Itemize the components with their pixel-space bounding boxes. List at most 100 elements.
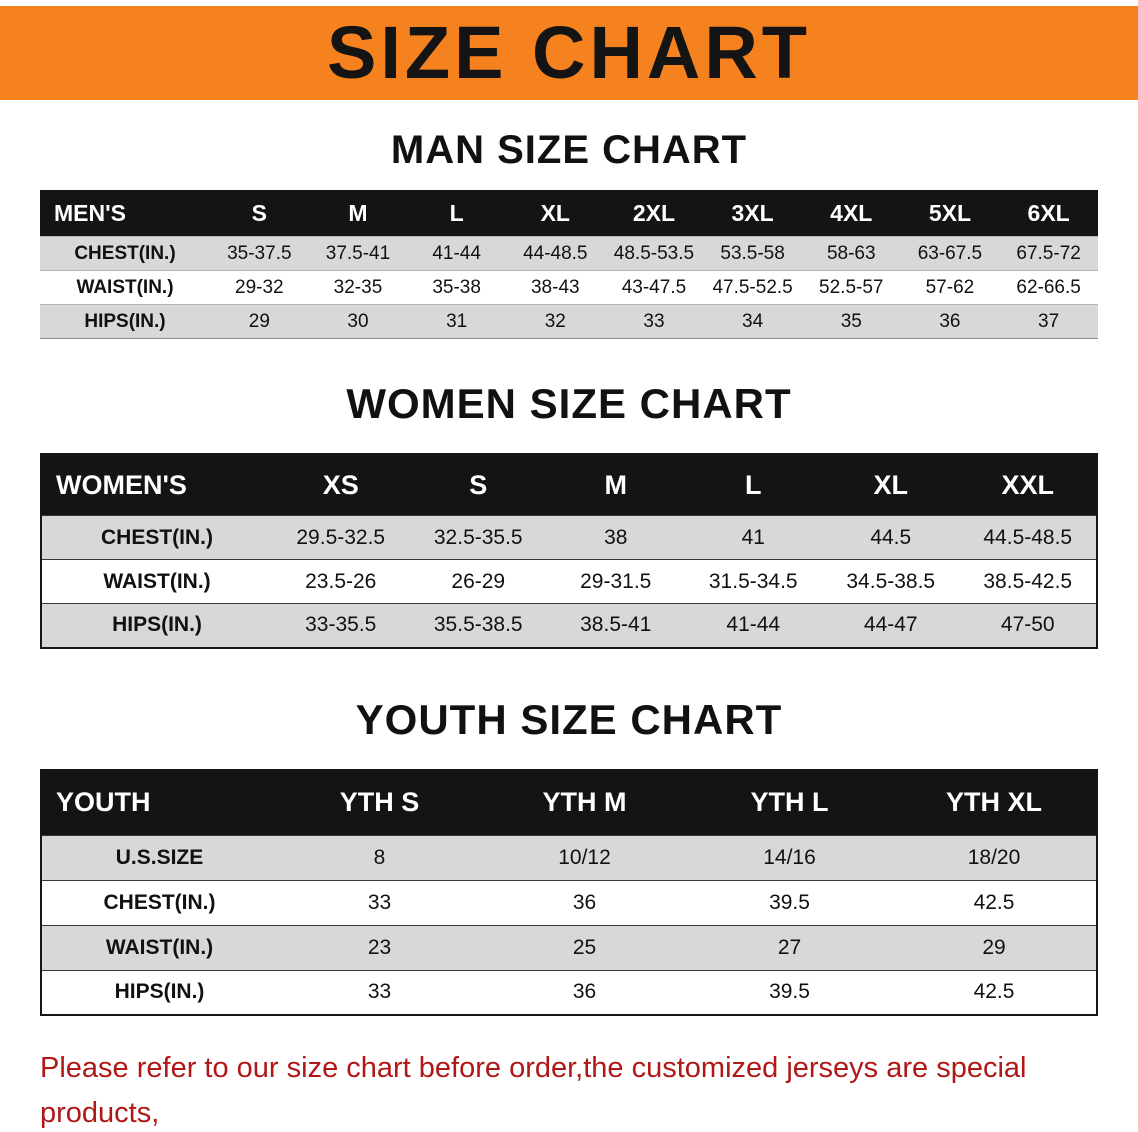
row-label: WAIST(IN.) bbox=[103, 569, 211, 593]
size-column-header: 4XL bbox=[801, 190, 901, 237]
table-row: WAIST(IN.) 23 25 27 29 bbox=[41, 925, 1097, 970]
size-value: 47-50 bbox=[1000, 613, 1055, 637]
size-value: 33 bbox=[643, 310, 665, 332]
table-header-row: YOUTH YTH S YTH M YTH L YTH XL bbox=[41, 769, 1097, 835]
size-value: 42.5 bbox=[973, 890, 1015, 914]
table-row: CHEST(IN.) 35-37.5 37.5-41 41-44 44-48.5 48.5… bbox=[40, 236, 1098, 271]
size-column-header: L bbox=[407, 190, 506, 237]
size-chart-page: SIZE CHART MAN SIZE CHART MEN'S S M L XL 2XL 3… bbox=[0, 6, 1138, 1132]
size-value: 25 bbox=[572, 935, 597, 959]
table-header-row: MEN'S S M L XL 2XL 3XL 4XL 5XL 6XL bbox=[40, 190, 1098, 237]
size-value: 14/16 bbox=[763, 845, 816, 869]
size-value: 38 bbox=[604, 525, 628, 549]
table-corner-label: WOMEN'S bbox=[41, 454, 272, 516]
size-value: 26-29 bbox=[451, 569, 506, 593]
size-value: 35-38 bbox=[432, 276, 481, 298]
disclaimer: Please refer to our size chart before or… bbox=[40, 1046, 1100, 1132]
size-column-header: 5XL bbox=[900, 190, 1000, 237]
table-row: CHEST(IN.) 29.5-32.5 32.5-35.5 38 41 44.5 44.5… bbox=[41, 515, 1097, 560]
row-label: CHEST(IN.) bbox=[103, 890, 216, 914]
youth-section-heading: YOUTH SIZE CHART bbox=[355, 695, 783, 743]
size-value: 29 bbox=[982, 935, 1006, 959]
size-value: 36 bbox=[572, 890, 597, 914]
table-row: CHEST(IN.) 33 36 39.5 42.5 bbox=[41, 880, 1097, 925]
size-value: 32 bbox=[544, 310, 566, 332]
row-label: U.S.SIZE bbox=[115, 845, 204, 869]
size-value: 39.5 bbox=[769, 980, 810, 1004]
youth-section: YOUTH SIZE CHART YOUTH YTH S YTH M YTH L YTH… bbox=[0, 695, 1138, 1016]
size-value: 44-47 bbox=[863, 613, 918, 637]
size-value: 62-66.5 bbox=[1016, 276, 1081, 298]
page-title: SIZE CHART bbox=[327, 11, 811, 94]
table-row: HIPS(IN.) 29 30 31 32 33 34 35 36 37 bbox=[40, 304, 1098, 339]
size-value: 35-37.5 bbox=[227, 242, 292, 264]
size-value: 34.5-38.5 bbox=[846, 569, 936, 593]
size-column-header: 2XL bbox=[604, 190, 704, 237]
size-value: 44-48.5 bbox=[523, 242, 588, 264]
size-value: 8 bbox=[373, 845, 386, 869]
size-value: 38.5-42.5 bbox=[983, 569, 1073, 593]
size-value: 33 bbox=[367, 890, 392, 914]
size-value: 31 bbox=[446, 310, 468, 332]
size-value: 41 bbox=[741, 525, 765, 549]
size-column-header: S bbox=[409, 454, 547, 516]
table-row: WAIST(IN.) 29-32 32-35 35-38 38-43 43-47.5 47.… bbox=[40, 270, 1098, 305]
table-header-row: WOMEN'S XS S M L XL XXL bbox=[41, 454, 1097, 516]
size-value: 35 bbox=[840, 310, 862, 332]
size-value: 29-32 bbox=[235, 276, 284, 298]
size-value: 67.5-72 bbox=[1016, 242, 1081, 264]
size-value: 18/20 bbox=[967, 845, 1021, 869]
size-value: 43-47.5 bbox=[621, 276, 687, 298]
size-column-header: XL bbox=[822, 454, 960, 516]
table-row: WAIST(IN.) 23.5-26 26-29 29-31.5 31.5-34.5 34… bbox=[41, 559, 1097, 604]
size-value: 58-63 bbox=[826, 242, 876, 264]
women-size-table: WOMEN'S XS S M L XL XXL CHEST(IN.) 29.5-32.5 32.5… bbox=[40, 453, 1098, 649]
women-section: WOMEN SIZE CHART WOMEN'S XS S M L XL XXL CHEST(… bbox=[0, 383, 1138, 649]
size-value: 48.5-53.5 bbox=[613, 242, 695, 264]
row-label: HIPS(IN.) bbox=[84, 310, 166, 332]
size-value: 36 bbox=[572, 980, 597, 1004]
size-value: 35.5-38.5 bbox=[433, 613, 523, 637]
row-label: WAIST(IN.) bbox=[105, 935, 214, 959]
size-value: 31.5-34.5 bbox=[708, 569, 798, 593]
men-size-table: MEN'S S M L XL 2XL 3XL 4XL 5XL 6XL CHEST(IN.) 35-37… bbox=[40, 190, 1098, 339]
size-value: 37 bbox=[1038, 310, 1060, 332]
table-row: HIPS(IN.) 33 36 39.5 42.5 bbox=[41, 970, 1097, 1015]
size-value: 33 bbox=[367, 980, 392, 1004]
size-value: 32-35 bbox=[333, 276, 383, 298]
disclaimer-line-1: Please refer to our size chart before or… bbox=[40, 1052, 1027, 1129]
size-value: 23.5-26 bbox=[305, 569, 377, 593]
size-value: 27 bbox=[777, 935, 802, 959]
row-label: HIPS(IN.) bbox=[112, 613, 202, 637]
size-value: 38.5-41 bbox=[580, 613, 652, 637]
size-column-header: YTH L bbox=[687, 769, 892, 835]
size-value: 57-62 bbox=[925, 276, 975, 298]
row-label: CHEST(IN.) bbox=[74, 242, 176, 264]
size-value: 29.5-32.5 bbox=[296, 525, 386, 549]
men-section-heading: MAN SIZE CHART bbox=[390, 128, 748, 172]
table-corner-label: YOUTH bbox=[41, 769, 277, 835]
size-column-header: XL bbox=[505, 190, 605, 237]
size-column-header: L bbox=[684, 454, 822, 516]
size-value: 30 bbox=[347, 310, 369, 332]
size-value: 41-44 bbox=[726, 613, 781, 637]
size-value: 36 bbox=[939, 310, 961, 332]
banner: SIZE CHART bbox=[0, 6, 1138, 100]
size-value: 63-67.5 bbox=[917, 242, 983, 264]
size-column-header: YTH XL bbox=[892, 769, 1097, 835]
size-value: 33-35.5 bbox=[305, 613, 377, 637]
size-value: 34 bbox=[742, 310, 764, 332]
size-value: 47.5-52.5 bbox=[712, 276, 793, 298]
size-value: 29-31.5 bbox=[580, 569, 652, 593]
size-value: 44.5 bbox=[870, 525, 912, 549]
row-label: HIPS(IN.) bbox=[114, 980, 205, 1004]
row-label: WAIST(IN.) bbox=[76, 276, 174, 298]
size-value: 53.5-58 bbox=[720, 242, 785, 264]
youth-size-table: YOUTH YTH S YTH M YTH L YTH XL U.S.SIZE 8 10/12… bbox=[40, 768, 1098, 1016]
women-section-heading: WOMEN SIZE CHART bbox=[346, 380, 792, 427]
size-value: 39.5 bbox=[769, 890, 810, 914]
size-column-header: XXL bbox=[959, 454, 1097, 516]
size-value: 52.5-57 bbox=[819, 276, 884, 298]
size-value: 38-43 bbox=[530, 276, 580, 298]
size-column-header: 6XL bbox=[999, 190, 1098, 237]
